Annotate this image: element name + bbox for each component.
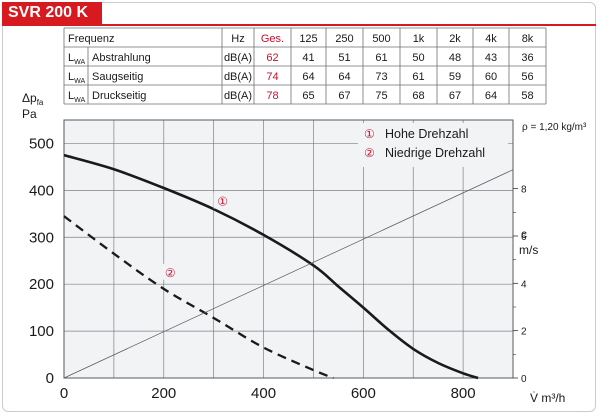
table-cell: 75 <box>375 90 387 102</box>
table-cell: 73 <box>375 71 387 83</box>
curve-marker-bg <box>161 263 180 280</box>
table-cell: 64 <box>485 90 497 102</box>
table-header-frequenz: Frequenz <box>68 33 114 45</box>
title-rule <box>2 24 596 26</box>
table-cell: 67 <box>449 90 461 102</box>
y-tick-label: 0 <box>46 370 54 387</box>
table-cell: 64 <box>338 71 350 83</box>
table-cell: 41 <box>302 52 314 64</box>
y-tick-label: 100 <box>29 323 54 340</box>
table-cell: 64 <box>302 71 314 83</box>
table-cell: 61 <box>412 71 424 83</box>
table-header-band: 4k <box>485 33 497 45</box>
table-row-unit: dB(A) <box>224 71 252 83</box>
legend-marker-2: ② <box>364 146 375 160</box>
table-row-total: 62 <box>266 52 278 64</box>
table-lwa-label: LWA <box>68 71 85 85</box>
x-tick-label: 400 <box>251 385 276 402</box>
table-header-band: 500 <box>372 33 390 45</box>
right-tick-label: 0 <box>521 374 527 385</box>
table-header-total: Ges. <box>261 33 284 45</box>
x-tick-label: 0 <box>60 385 68 402</box>
series-line-1 <box>63 153 479 380</box>
table-cell: 48 <box>449 52 461 64</box>
legend-label-2: Niedrige Drehzahl <box>385 146 485 160</box>
y-tick-label: 400 <box>29 182 54 199</box>
table-row-name: Abstrahlung <box>92 52 151 64</box>
x-axis-label: V̇ m³/h <box>530 391 565 405</box>
curve-marker-bg <box>213 192 232 209</box>
table-header-band: 2k <box>449 33 461 45</box>
curve-marker-2: ② <box>165 266 176 280</box>
table-cell: 51 <box>338 52 350 64</box>
table-cell: 67 <box>338 90 350 102</box>
legend-marker-1: ① <box>364 127 375 141</box>
table-cell: 43 <box>485 52 497 64</box>
y-tick-label: 200 <box>29 276 54 293</box>
table-cell: 50 <box>412 52 424 64</box>
series-line-2 <box>63 215 334 380</box>
table-row-name: Druckseitig <box>92 90 146 102</box>
curve-marker-1: ① <box>217 194 228 208</box>
table-cell: 60 <box>485 71 497 83</box>
legend-box <box>358 123 508 167</box>
table-lwa-label: LWA <box>68 52 85 66</box>
table-row-unit: dB(A) <box>224 90 252 102</box>
y-tick-label: 300 <box>29 229 54 246</box>
velocity-line <box>63 169 514 379</box>
table-header-band: 8k <box>522 33 534 45</box>
table-header-band: 250 <box>335 33 353 45</box>
table-cell: 68 <box>412 90 424 102</box>
table-lwa-sub: WA <box>74 97 85 104</box>
table-header-hz: Hz <box>231 33 244 45</box>
table-lwa-label: LWA <box>68 90 85 104</box>
table-cell: 59 <box>449 71 461 83</box>
table-cell: 36 <box>521 52 533 64</box>
table-lwa-sub: WA <box>74 78 85 85</box>
y-axis-label-sub: fa <box>37 98 44 107</box>
right-tick-label: 6 <box>521 232 527 243</box>
right-tick-label: 8 <box>521 185 527 196</box>
x-tick-label: 600 <box>351 385 376 402</box>
chart-frame <box>2 2 596 412</box>
noise-table: Frequenz Hz Ges. 125 250 500 1k 2k 4k 8k LWA Abstra… <box>63 27 547 105</box>
table-row-total: 78 <box>266 90 278 102</box>
right-tick-label: 4 <box>521 279 527 290</box>
plot-border <box>63 119 514 379</box>
table-header-band: 125 <box>299 33 317 45</box>
x-tick-label: 800 <box>451 385 476 402</box>
x-tick-label: 200 <box>151 385 176 402</box>
y-tick-label: 500 <box>29 135 54 152</box>
table-header-band: 1k <box>413 33 425 45</box>
table-row-total: 74 <box>266 71 278 83</box>
table-lwa-sub: WA <box>74 59 85 66</box>
legend-label-1: Hohe Drehzahl <box>385 127 468 141</box>
table-cell: 65 <box>302 90 314 102</box>
table-cell: 56 <box>521 71 533 83</box>
table-cell: 58 <box>521 90 533 102</box>
table-row-unit: dB(A) <box>224 52 252 64</box>
y-axis-label: Δpfa <box>22 91 44 107</box>
table-row-name: Saugseitig <box>92 71 143 83</box>
product-title: SVR 200 K <box>2 2 102 24</box>
table-cell: 61 <box>375 52 387 64</box>
right-axis-unit: m/s <box>519 243 538 257</box>
right-tick-label: 2 <box>521 327 527 338</box>
right-axis-symbol: c <box>521 227 527 241</box>
density-note: ρ = 1,20 kg/m³ <box>522 122 587 133</box>
y-axis-unit: Pa <box>22 107 37 121</box>
